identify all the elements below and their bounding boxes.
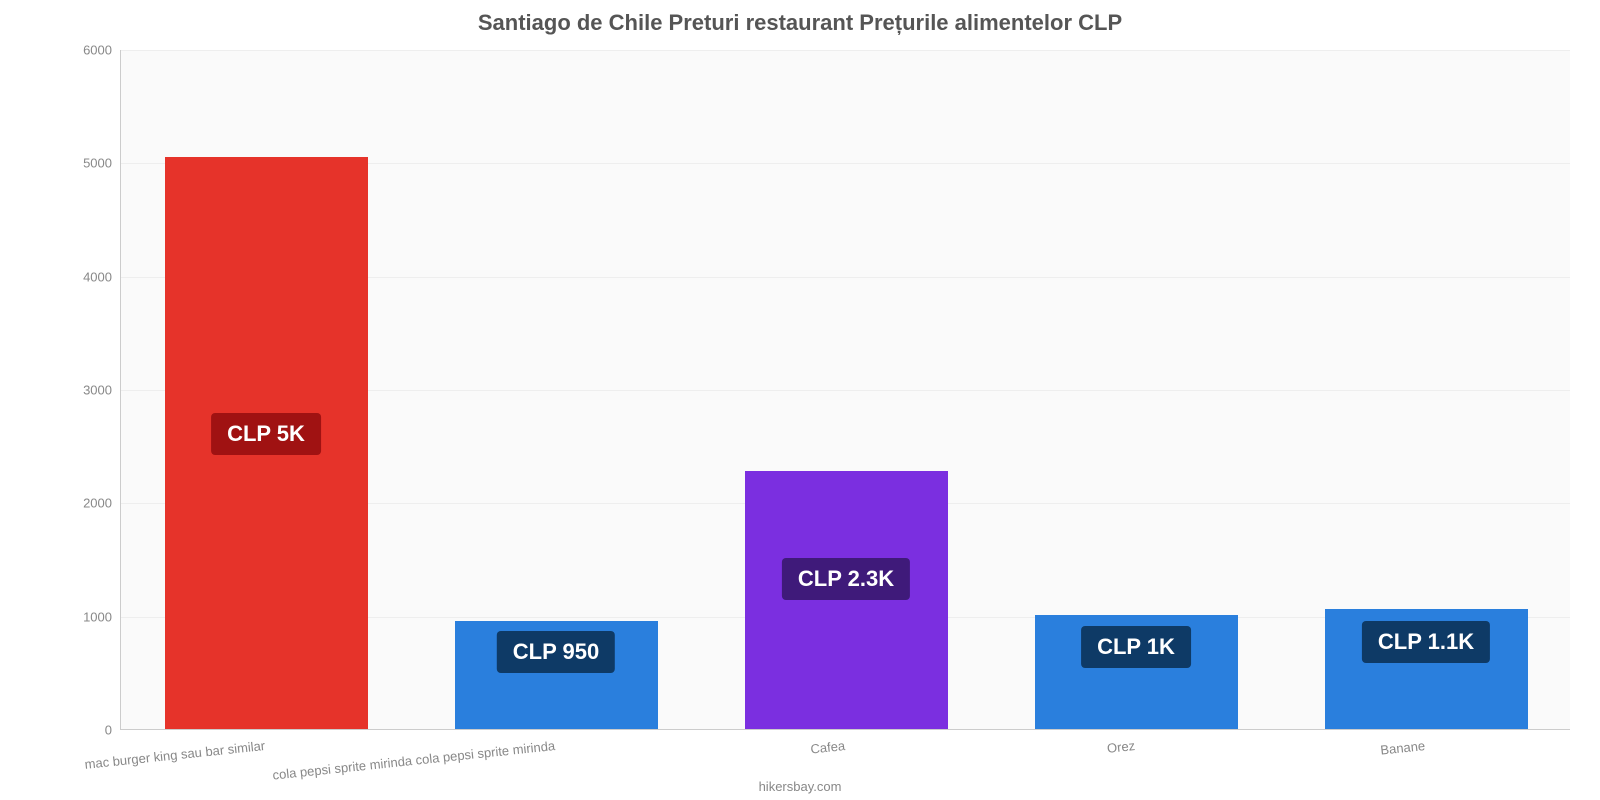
plot-area: CLP 5K CLP 950 CLP 2.3K CLP 1K CLP 1.1K — [120, 50, 1570, 730]
x-tick-label: cola pepsi sprite mirinda cola pepsi spr… — [256, 738, 556, 784]
y-tick-label: 2000 — [52, 496, 112, 511]
y-tick-label: 4000 — [52, 269, 112, 284]
value-badge: CLP 1.1K — [1362, 621, 1490, 663]
x-tick-label: Orez — [836, 738, 1136, 784]
y-tick-label: 5000 — [52, 156, 112, 171]
source-label: hikersbay.com — [0, 779, 1600, 794]
y-tick-label: 0 — [52, 723, 112, 738]
chart-title: Santiago de Chile Preturi restaurant Pre… — [0, 0, 1600, 36]
value-badge: CLP 950 — [497, 631, 615, 673]
value-badge: CLP 1K — [1081, 626, 1191, 668]
gridline — [121, 50, 1570, 51]
x-tick-label: Cafea — [546, 738, 846, 784]
y-tick-label: 1000 — [52, 609, 112, 624]
x-tick-label: mac burger king sau bar similar — [0, 738, 266, 784]
bar — [745, 471, 948, 729]
y-tick-label: 6000 — [52, 43, 112, 58]
y-tick-label: 3000 — [52, 383, 112, 398]
value-badge: CLP 5K — [211, 413, 321, 455]
x-tick-label: Banane — [1126, 738, 1426, 784]
value-badge: CLP 2.3K — [782, 558, 910, 600]
